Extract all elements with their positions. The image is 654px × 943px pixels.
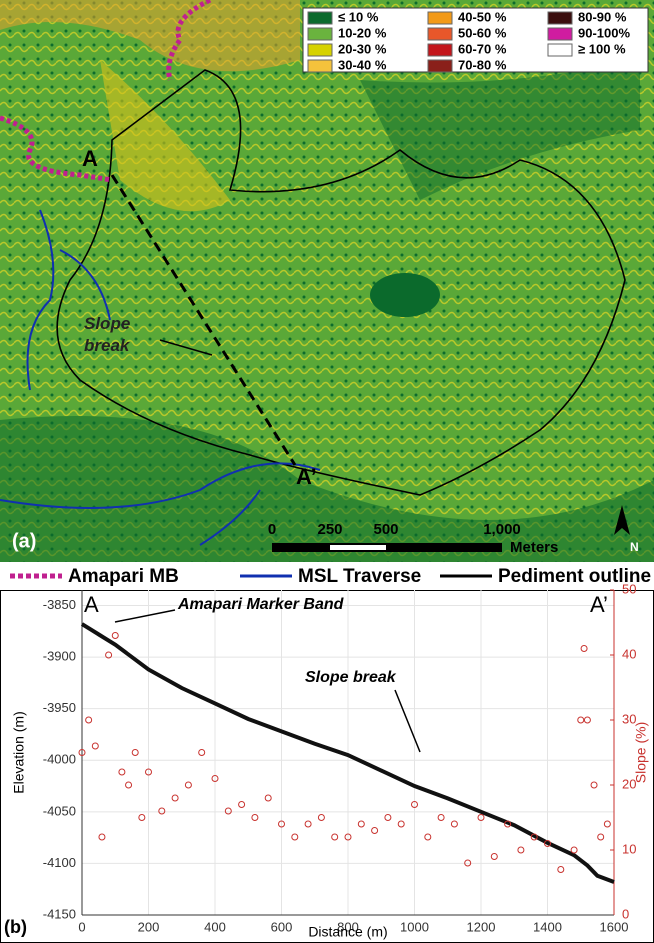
y2-tick-label: 0 (622, 906, 629, 921)
y-axis-label: Elevation (m) (11, 711, 27, 793)
scale-bar (330, 545, 386, 550)
x-tick-label: 0 (78, 919, 85, 934)
annotation: A’ (590, 592, 608, 617)
legend-label: 20-30 % (338, 41, 387, 56)
terrain (370, 273, 440, 317)
key-label: Amapari MB (68, 566, 179, 587)
annotation: Slope break (305, 669, 397, 686)
legend-label: 60-70 % (458, 41, 507, 56)
legend-label: 50-60 % (458, 25, 507, 40)
key-label: MSL Traverse (298, 566, 421, 587)
legend-swatch (428, 60, 452, 72)
legend-swatch (308, 28, 332, 40)
legend-label: 40-50 % (458, 9, 507, 24)
legend-label: 30-40 % (338, 57, 387, 72)
legend-label: 90-100% (578, 25, 630, 40)
legend-swatch (308, 12, 332, 24)
legend-label: 80-90 % (578, 9, 627, 24)
y2-tick-label: 10 (622, 841, 636, 856)
scale-label: 0 (268, 521, 276, 538)
legend-swatch (428, 12, 452, 24)
scale-label: 1,000 (483, 521, 521, 538)
panel-label: (a) (12, 530, 36, 552)
annotation: Amapari Marker Band (177, 596, 345, 613)
annotation: A (84, 592, 99, 617)
legend-swatch (428, 28, 452, 40)
y-tick-label: -3950 (43, 700, 76, 715)
legend-swatch (308, 60, 332, 72)
x-tick-label: 600 (271, 919, 293, 934)
scale-bar (272, 543, 502, 552)
legend-swatch (548, 12, 572, 24)
x-tick-label: 1200 (467, 919, 496, 934)
y-tick-label: -4000 (43, 752, 76, 767)
map-label: A’ (296, 464, 317, 489)
figure: AA’Slopebreak(a)N≤ 10 %10-20 %20-30 %30-… (0, 0, 654, 943)
scale-label: 250 (317, 521, 342, 538)
legend-label: 70-80 % (458, 57, 507, 72)
x-tick-label: 1600 (600, 919, 629, 934)
x-tick-label: 1400 (533, 919, 562, 934)
x-axis-label: Distance (m) (308, 924, 387, 940)
map-panel (0, 0, 654, 562)
panel-label: (b) (4, 917, 27, 937)
y-tick-label: -4050 (43, 803, 76, 818)
scale-label: Meters (510, 539, 558, 556)
chart-frame (1, 591, 654, 943)
legend-swatch (428, 44, 452, 56)
y2-axis-label: Slope (%) (633, 722, 649, 783)
legend-label: 10-20 % (338, 25, 387, 40)
legend-swatch (548, 28, 572, 40)
legend-label: ≥ 100 % (578, 41, 626, 56)
y-tick-label: -4150 (43, 906, 76, 921)
map-label: A (82, 146, 98, 171)
y-tick-label: -4100 (43, 855, 76, 870)
north-label: N (630, 540, 639, 554)
x-tick-label: 1000 (400, 919, 429, 934)
legend-swatch (308, 44, 332, 56)
x-tick-label: 400 (204, 919, 226, 934)
legend-swatch (548, 44, 572, 56)
y-tick-label: -3850 (43, 597, 76, 612)
x-tick-label: 200 (138, 919, 160, 934)
legend-label: ≤ 10 % (338, 9, 379, 24)
y2-tick-label: 50 (622, 581, 636, 596)
y2-tick-label: 40 (622, 646, 636, 661)
scale-label: 500 (373, 521, 398, 538)
y-tick-label: -3900 (43, 649, 76, 664)
